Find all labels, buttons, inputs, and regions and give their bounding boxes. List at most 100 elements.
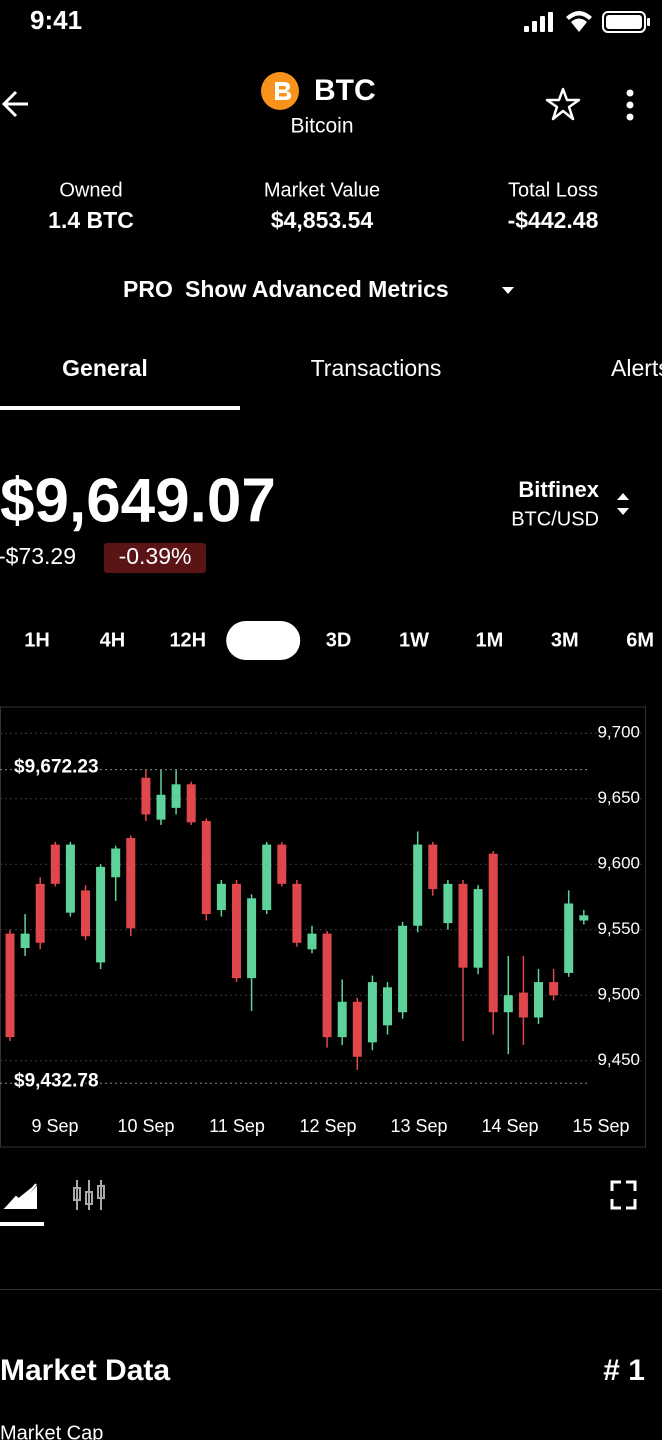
candle-chart-button[interactable] (73, 1180, 105, 1210)
y-tick-label: 9,700 (597, 723, 640, 742)
timeframe-bar: 1H 4H 12H 1D 3D 1W 1M 3M 6M (24, 621, 654, 660)
price-annotation-label: $9,432.78 (14, 1070, 99, 1091)
candle-body (141, 777, 151, 815)
btc-logo-glyph (275, 82, 291, 100)
tab[interactable]: Alerts (611, 355, 662, 381)
candle-body (534, 982, 543, 1018)
candle-body (186, 784, 196, 823)
advanced-text: Show Advanced Metrics (185, 276, 449, 302)
timeframe-option[interactable]: 1W (399, 629, 429, 651)
advanced-metrics-toggle[interactable]: PRO Show Advanced Metrics (123, 276, 514, 302)
y-tick-label: 9,650 (597, 788, 640, 807)
candle-body (5, 933, 15, 1038)
candle-body (216, 883, 226, 911)
chart-frame (0, 706, 646, 1148)
candlestick-chart: 9,450 9,500 9,550 9,600 9,650 9,700 $9,672.23 $… (0, 706, 646, 1148)
x-tick-label: 10 Sep (117, 1116, 174, 1136)
coin-symbol: BTC (314, 74, 376, 107)
candle-body (96, 866, 106, 963)
line-chart-button[interactable] (0, 1183, 44, 1226)
candle-body (50, 844, 60, 884)
candle-body (171, 784, 181, 808)
tab-indicator (0, 406, 240, 410)
timeframe-option[interactable]: 6M (626, 629, 654, 651)
favorite-button[interactable] (545, 87, 581, 121)
candle-body (503, 995, 513, 1013)
candle-body (443, 883, 453, 924)
candle-body (156, 794, 166, 820)
y-tick-label: 9,500 (597, 985, 640, 1004)
x-tick-label: 14 Sep (481, 1116, 538, 1136)
timeframe-option[interactable]: 3D (326, 629, 352, 651)
timeframe-option[interactable]: 1M (476, 629, 504, 651)
x-tick-label: 15 Sep (572, 1116, 629, 1136)
section-title: Market Data (0, 1354, 170, 1387)
candle-body (518, 992, 528, 1018)
candle-body (579, 915, 589, 921)
stat-label: Owned (59, 179, 122, 201)
back-button[interactable] (1, 90, 28, 118)
status-icons (524, 11, 650, 33)
market-cap-label: Market Cap (0, 1422, 103, 1440)
exchange-selector[interactable]: Bitfinex BTC/USD (511, 477, 629, 530)
candle-body (398, 925, 408, 1013)
price: $9,649.07 (0, 466, 276, 535)
candle-body (488, 853, 498, 1013)
candle-body (549, 982, 559, 996)
candle-body (337, 1001, 347, 1038)
divider (0, 1289, 662, 1290)
fullscreen-button[interactable] (610, 1180, 637, 1210)
candle-body (413, 844, 423, 926)
candle-body (473, 889, 483, 968)
stat-value: $4,853.54 (271, 207, 374, 233)
candle-body (458, 883, 468, 968)
dropdown-caret (502, 287, 514, 294)
price-change: -$73.29 (0, 543, 76, 569)
candle-body (277, 844, 287, 884)
tab[interactable]: General (62, 355, 148, 381)
candle-body (367, 982, 377, 1043)
price-annotation-label: $9,672.23 (14, 757, 99, 778)
candle-body (35, 883, 45, 943)
timeframe-option[interactable]: 12H (169, 629, 206, 651)
candle-body (111, 848, 121, 878)
timeframe-option[interactable]: 4H (100, 629, 126, 651)
y-tick-label: 9,600 (597, 854, 640, 873)
timeframe-option[interactable]: 1D (250, 629, 276, 651)
candle-body (232, 883, 241, 979)
pair: BTC/USD (511, 508, 599, 530)
candle-body (126, 838, 136, 929)
candle-body (201, 820, 211, 914)
stat-label: Market Value (264, 179, 380, 201)
candle-body (20, 933, 30, 949)
x-tick-label: 9 Sep (31, 1116, 78, 1136)
timeframe-selected (226, 621, 301, 660)
exchange-caret (617, 493, 629, 515)
candle-body (262, 844, 272, 911)
candle-body (564, 903, 574, 973)
y-tick-label: 9,550 (597, 919, 640, 938)
tab[interactable]: Transactions (311, 355, 442, 381)
x-tick-label: 12 Sep (299, 1116, 356, 1136)
x-tick-label: 13 Sep (390, 1116, 447, 1136)
x-tick-label: 11 Sep (209, 1116, 265, 1136)
candle-body (322, 933, 332, 1038)
candle-body (65, 844, 75, 913)
stat-value: -$442.48 (508, 207, 599, 233)
more-button[interactable] (626, 89, 634, 121)
timeframe-option[interactable]: 1H (24, 629, 50, 651)
stat-label: Total Loss (508, 179, 598, 201)
y-tick-label: 9,450 (597, 1050, 640, 1069)
candle-body (428, 844, 438, 890)
price-change-pct: -0.39% (119, 543, 192, 569)
market-rank: # 1 (603, 1354, 645, 1387)
candle-body (247, 898, 257, 979)
timeframe-option[interactable]: 3M (551, 629, 579, 651)
pro-badge: PRO (123, 276, 173, 302)
candle-body (352, 1001, 362, 1057)
status-time: 9:41 (30, 5, 82, 35)
change-badge (104, 543, 206, 573)
exchange: Bitfinex (518, 477, 599, 502)
coin-name: Bitcoin (290, 115, 353, 138)
